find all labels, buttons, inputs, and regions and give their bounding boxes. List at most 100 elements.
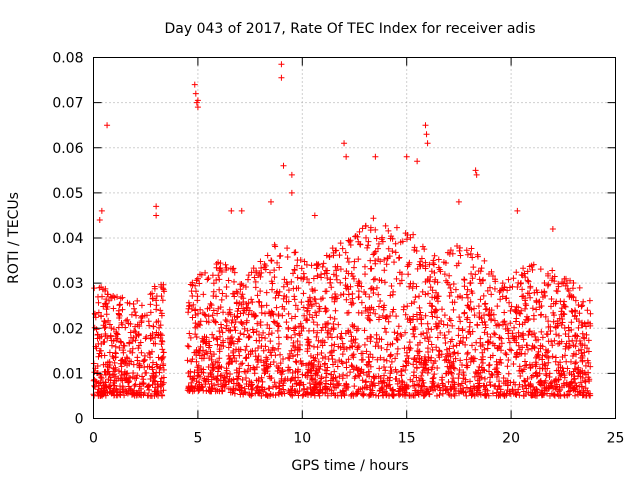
data-point [549, 225, 556, 232]
data-point [504, 381, 511, 388]
data-point [381, 279, 388, 286]
data-point [411, 298, 418, 305]
data-point [384, 341, 391, 348]
data-point [404, 316, 411, 323]
data-point [388, 358, 395, 365]
data-point [235, 381, 242, 388]
data-point [417, 263, 424, 270]
data-point [216, 328, 223, 335]
data-point [584, 307, 591, 314]
data-point [223, 325, 230, 332]
data-point [337, 334, 344, 341]
data-point [267, 338, 274, 345]
x-tick-label: 0 [89, 431, 98, 447]
data-point [332, 247, 339, 254]
data-point [441, 332, 448, 339]
data-point [218, 364, 225, 371]
data-point [347, 369, 354, 376]
data-point [392, 249, 399, 256]
data-point [199, 384, 206, 391]
data-point [430, 360, 437, 367]
data-point [386, 374, 393, 381]
data-point [148, 335, 155, 342]
data-point [97, 392, 104, 399]
data-point [375, 380, 382, 387]
data-point [194, 384, 201, 391]
data-point [480, 366, 487, 373]
data-point [572, 360, 579, 367]
data-point [222, 317, 229, 324]
data-point [425, 355, 432, 362]
data-point [349, 363, 356, 370]
data-point [271, 267, 278, 274]
data-point [338, 335, 345, 342]
data-point [475, 303, 482, 310]
data-point [149, 366, 156, 373]
data-point [159, 392, 166, 399]
data-point [545, 385, 552, 392]
data-point [408, 300, 415, 307]
data-point [208, 353, 215, 360]
data-point [474, 377, 481, 384]
data-point [487, 381, 494, 388]
data-point [210, 280, 217, 287]
data-point [505, 335, 512, 342]
data-point [133, 312, 140, 319]
data-point [429, 313, 436, 320]
data-point [205, 364, 212, 371]
data-point [431, 269, 438, 276]
data-point [350, 323, 357, 330]
data-point [493, 358, 500, 365]
data-point [98, 388, 105, 395]
data-point [229, 317, 236, 324]
data-point [533, 369, 540, 376]
data-point [519, 321, 526, 328]
data-point [280, 283, 287, 290]
data-point [506, 284, 513, 291]
data-point [95, 386, 102, 393]
data-point [363, 234, 370, 241]
data-point [147, 301, 154, 308]
data-point [413, 283, 420, 290]
data-point [379, 389, 386, 396]
data-point [294, 262, 301, 269]
data-point [572, 343, 579, 350]
data-point [146, 322, 153, 329]
data-point [440, 321, 447, 328]
data-point [134, 390, 141, 397]
data-point [355, 288, 362, 295]
data-point [98, 313, 105, 320]
data-point [475, 387, 482, 394]
data-point [380, 392, 387, 399]
data-point [492, 366, 499, 373]
data-point [533, 306, 540, 313]
data-point [526, 290, 533, 297]
data-point [323, 307, 330, 314]
data-point [386, 381, 393, 388]
data-point [186, 387, 193, 394]
data-point [387, 364, 394, 371]
data-point [259, 378, 266, 385]
data-point [383, 314, 390, 321]
data-point [242, 283, 249, 290]
data-point [258, 309, 265, 316]
data-point [395, 323, 402, 330]
data-point [270, 383, 276, 390]
data-point [385, 227, 392, 234]
data-point [430, 387, 437, 394]
data-point [95, 299, 102, 306]
data-point [481, 375, 488, 382]
data-point [526, 328, 533, 335]
data-point [361, 341, 368, 348]
data-point [292, 313, 299, 320]
data-point [226, 309, 233, 316]
data-point [456, 314, 463, 321]
data-point [397, 280, 404, 287]
data-point [193, 347, 200, 354]
data-point [124, 316, 131, 323]
data-point [331, 298, 338, 305]
data-point [188, 305, 195, 312]
data-point [311, 389, 318, 396]
data-point [402, 329, 409, 336]
